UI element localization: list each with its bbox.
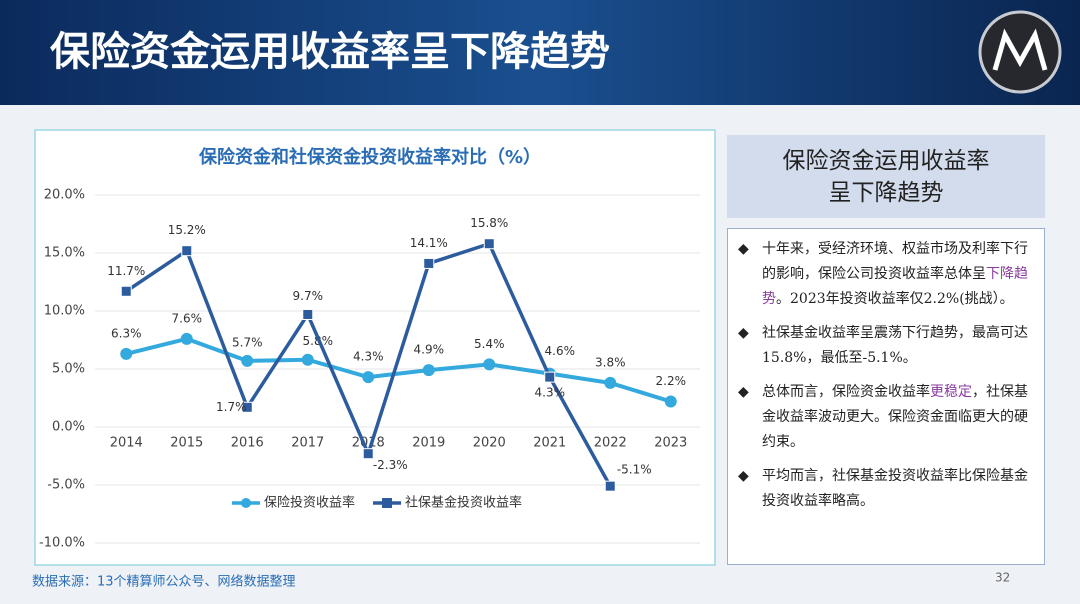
heading-line: 保险资金运用收益率: [782, 147, 990, 174]
data-label: 15.2%: [168, 223, 206, 237]
bullet-part: 社保基金收益率呈震荡下行趋势，最高可达15.8%，最低至-5.1%。: [762, 325, 1028, 366]
x-tick-label: 2019: [412, 436, 445, 451]
data-label: 2.2%: [656, 374, 687, 388]
point: [362, 448, 374, 460]
page-number: 32: [995, 571, 1010, 585]
bullet-dot: ◆: [738, 384, 749, 400]
x-tick-label: 2016: [231, 436, 264, 451]
point: [302, 308, 314, 320]
bullet-dot: ◆: [738, 468, 749, 484]
legend-marker: [382, 498, 393, 508]
point: [423, 257, 435, 269]
point: [483, 238, 495, 250]
point: [483, 358, 496, 371]
point: [422, 364, 435, 377]
bullet-part: 总体而言，保险资金收益率: [762, 384, 930, 400]
data-label: -5.1%: [617, 463, 652, 477]
bullet: ◆ 社保基金收益率呈震荡下行趋势，最高可达15.8%，最低至-5.1%。: [738, 321, 1034, 371]
point: [180, 332, 193, 345]
y-tick-label: -5.0%: [47, 478, 85, 493]
point: [301, 353, 314, 366]
x-tick-label: 2017: [291, 436, 324, 451]
y-tick-label: 5.0%: [52, 362, 85, 377]
data-label: 7.6%: [172, 311, 203, 325]
logo: [978, 10, 1062, 94]
source: 数据来源：13个精算师公众号、网络数据整理: [32, 574, 296, 590]
x-tick-label: 2020: [473, 436, 506, 451]
point: [544, 371, 556, 383]
bullet-text: 十年来，受经济环境、权益市场及利率下行的影响，保险公司投资收益率总体呈下降趋势。…: [762, 237, 1034, 312]
chart-title: 保险资金和社保资金投资收益率对比（%）: [198, 146, 541, 168]
bullet-part: 下降趋势: [762, 266, 1028, 307]
data-label: 6.3%: [111, 326, 142, 340]
x-tick-label: 2014: [110, 436, 143, 451]
x-tick-label: 2018: [352, 436, 385, 451]
legend-label: 保险投资收益率: [264, 495, 355, 511]
data-label: -2.3%: [373, 458, 408, 472]
y-tick-label: 0.0%: [52, 420, 85, 435]
data-label: 5.7%: [232, 335, 263, 349]
y-tick-label: 10.0%: [44, 304, 85, 319]
data-label: 5.4%: [474, 337, 505, 351]
point: [241, 354, 254, 367]
header-band: [0, 0, 1080, 105]
data-label: 4.3%: [535, 386, 566, 400]
point: [604, 376, 617, 389]
data-label: 15.8%: [470, 216, 508, 230]
x-tick-label: 2022: [594, 436, 627, 451]
bullet-text: 总体而言，保险资金收益率更稳定，社保基金收益率波动更大。保险资金面临更大的硬约束…: [762, 380, 1034, 455]
bullet-dot: ◆: [738, 241, 749, 257]
point: [241, 401, 253, 413]
data-label: 9.7%: [293, 289, 324, 303]
data-label: 11.7%: [107, 264, 145, 278]
slide-title: 保险资金运用收益率呈下降趋势: [50, 29, 610, 75]
logo-mark: [992, 28, 1048, 71]
legend-label: 社保基金投资收益率: [405, 495, 522, 511]
data-label: 3.8%: [595, 355, 626, 369]
point: [362, 371, 375, 384]
legend-marker: [241, 498, 251, 508]
bullet-part: 十年来，受经济环境、权益市场及利率下行的影响，保险公司投资收益率总体呈: [762, 241, 1028, 282]
bullet: ◆ 总体而言，保险资金收益率更稳定，社保基金收益率波动更大。保险资金面临更大的硬约…: [738, 380, 1034, 455]
series-line: [125, 336, 672, 404]
bullet-part: ，社保基金收益率波动更大。保险资金面临更大的硬约束。: [762, 384, 1028, 450]
x-tick-label: 2015: [170, 436, 203, 451]
data-label: 14.1%: [410, 236, 448, 250]
bullet: ◆ 十年来，受经济环境、权益市场及利率下行的影响，保险公司投资收益率总体呈下降趋势…: [738, 237, 1034, 312]
bullet: ◆ 平均而言，社保基金投资收益率比保险基金投资收益率略高。: [738, 464, 1034, 514]
point: [181, 245, 193, 257]
bullet-text: 平均而言，社保基金投资收益率比保险基金投资收益率略高。: [762, 464, 1034, 514]
data-label: 4.3%: [353, 350, 384, 364]
y-tick-label: -10.0%: [39, 536, 85, 551]
bullet-dot: ◆: [738, 325, 749, 341]
data-label: 4.6%: [545, 344, 576, 358]
y-tick-label: 20.0%: [44, 188, 85, 203]
data-label: 1.7%: [216, 400, 247, 414]
bullet-text: 社保基金收益率呈震荡下行趋势，最高可达15.8%，最低至-5.1%。: [762, 321, 1034, 371]
side-bullets: ◆ 十年来，受经济环境、权益市场及利率下行的影响，保险公司投资收益率总体呈下降趋势…: [727, 228, 1045, 565]
y-tick-label: 15.0%: [44, 246, 85, 261]
heading-line: 呈下降趋势: [828, 179, 944, 206]
x-tick-label: 2023: [654, 436, 687, 451]
side-heading: 保险资金运用收益率 呈下降趋势: [727, 135, 1045, 218]
point: [664, 395, 677, 408]
x-tick-label: 2021: [533, 436, 566, 451]
point: [120, 347, 133, 360]
point: [604, 480, 616, 492]
bullet-part: 。2023年投资收益率仅2.2%(挑战）。: [776, 291, 1014, 307]
bullet-part: 平均而言，社保基金投资收益率比保险基金投资收益率略高。: [762, 468, 1028, 509]
data-label: 4.9%: [414, 343, 445, 357]
bullet-part: 更稳定: [930, 384, 972, 400]
point: [120, 285, 132, 297]
